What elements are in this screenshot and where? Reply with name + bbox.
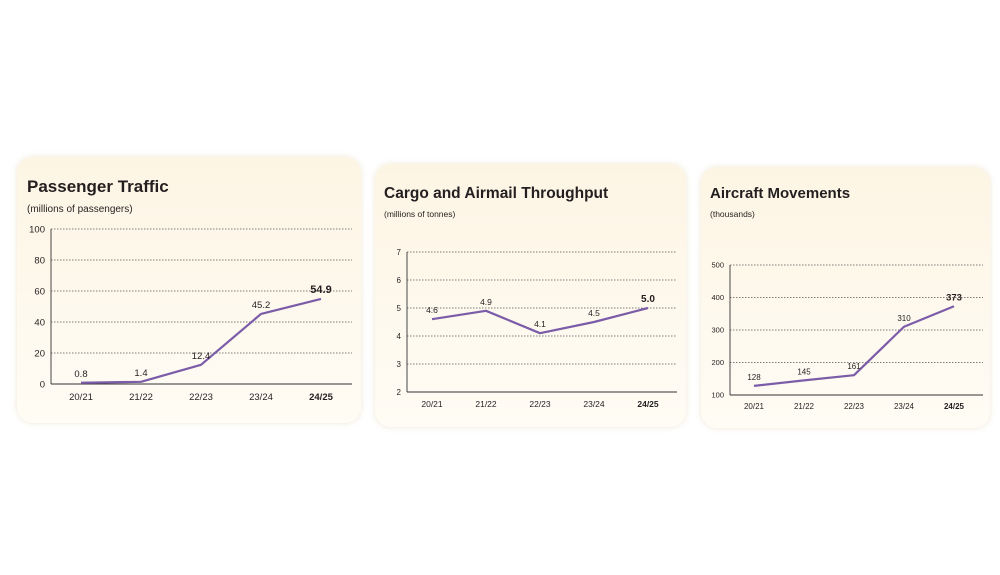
cargo-throughput-panel: Cargo and Airmail Throughput (millions o…: [375, 164, 686, 427]
passenger-traffic-x-category-label: 20/21: [69, 392, 93, 403]
aircraft-movements-y-tick-label: 200: [711, 358, 724, 367]
passenger-traffic-subtitle: (millions of passengers): [27, 204, 133, 215]
aircraft-movements-y-tick-label: 300: [711, 326, 724, 335]
aircraft-movements-data-label: 161: [847, 362, 861, 371]
aircraft-movements-y-tick-label: 100: [711, 391, 724, 400]
aircraft-movements-panel: Aircraft Movements (thousands) 100 200 300…: [701, 167, 990, 428]
cargo-throughput-series-line: [431, 306, 649, 335]
aircraft-movements-data-label: 145: [797, 367, 811, 376]
passenger-traffic-title: Passenger Traffic: [27, 177, 169, 196]
passenger-traffic-series-line: [80, 297, 322, 384]
cargo-throughput-x-category-label: 24/25: [637, 399, 659, 409]
cargo-throughput-y-tick-label: 2: [397, 388, 402, 397]
cargo-throughput-data-label: 4.9: [480, 297, 492, 307]
passenger-traffic-y-tick-label: 0: [40, 379, 45, 390]
passenger-traffic-data-label: 12.4: [192, 351, 211, 362]
passenger-traffic-data-label: 45.2: [252, 300, 271, 311]
passenger-traffic-x-category-label: 22/23: [189, 392, 213, 403]
passenger-traffic-y-tick-label: 40: [34, 317, 45, 328]
passenger-traffic-x-category-label: 21/22: [129, 392, 153, 403]
aircraft-movements-data-label: 128: [747, 373, 761, 382]
aircraft-movements-subtitle: (thousands): [710, 209, 755, 219]
aircraft-movements-x-category-label: 24/25: [944, 402, 965, 411]
passenger-traffic-panel: Passenger Traffic (millions of passenger…: [17, 157, 361, 423]
passenger-traffic-y-tick-label: 20: [34, 348, 45, 359]
cargo-throughput-data-label: 4.6: [426, 305, 438, 315]
cargo-throughput-y-tick-label: 6: [397, 276, 402, 285]
aircraft-movements-x-category-label: 21/22: [794, 402, 815, 411]
aircraft-movements-title: Aircraft Movements: [710, 185, 851, 202]
aircraft-movements-y-tick-label: 500: [711, 261, 724, 270]
aircraft-movements-x-category-label: 20/21: [744, 402, 765, 411]
passenger-traffic-chart: 0 20 40 60 80 100 0.8 1.4 12.4 45.2 54.9 20/21 21/22…: [29, 224, 352, 403]
cargo-throughput-x-category-label: 20/21: [421, 399, 443, 409]
cargo-throughput-subtitle: (millions of tonnes): [384, 209, 456, 219]
aircraft-movements-x-category-label: 22/23: [844, 402, 865, 411]
passenger-traffic-y-tick-label: 60: [34, 286, 45, 297]
cargo-throughput-y-tick-label: 5: [397, 304, 402, 313]
cargo-throughput-data-label: 4.1: [534, 319, 546, 329]
passenger-traffic-data-label: 0.8: [74, 369, 87, 380]
cargo-throughput-chart: 2 3 4 5 6 7 4.6 4.9 4.1 4.5 5.0 20/21 21/22 22/23 23/2…: [397, 248, 677, 409]
cargo-throughput-x-category-label: 21/22: [475, 399, 497, 409]
aircraft-movements-data-label: 310: [897, 314, 911, 323]
cargo-throughput-title: Cargo and Airmail Throughput: [384, 185, 609, 202]
passenger-traffic-x-category-label: 23/24: [249, 392, 273, 403]
aircraft-movements-x-category-label: 23/24: [894, 402, 915, 411]
aircraft-movements-chart: 100 200 300 400 500 128 145 161 310 373 20/21 21/22…: [711, 261, 983, 411]
cargo-throughput-data-label: 5.0: [641, 294, 655, 305]
cargo-throughput-y-tick-label: 4: [397, 332, 402, 341]
cargo-throughput-y-tick-label: 7: [397, 248, 402, 257]
passenger-traffic-data-label: 1.4: [134, 368, 147, 379]
passenger-traffic-data-label: 54.9: [310, 284, 331, 296]
cargo-throughput-y-tick-label: 3: [397, 360, 402, 369]
passenger-traffic-y-tick-label: 80: [34, 255, 45, 266]
aircraft-movements-data-label: 373: [946, 292, 962, 303]
cargo-throughput-data-label: 4.5: [588, 308, 600, 318]
passenger-traffic-x-category-label: 24/25: [309, 392, 333, 403]
cargo-throughput-x-category-label: 22/23: [529, 399, 551, 409]
aircraft-movements-series-line: [753, 305, 955, 387]
aircraft-movements-y-tick-label: 400: [711, 293, 724, 302]
cargo-throughput-x-category-label: 23/24: [583, 399, 605, 409]
passenger-traffic-y-tick-label: 100: [29, 224, 45, 235]
